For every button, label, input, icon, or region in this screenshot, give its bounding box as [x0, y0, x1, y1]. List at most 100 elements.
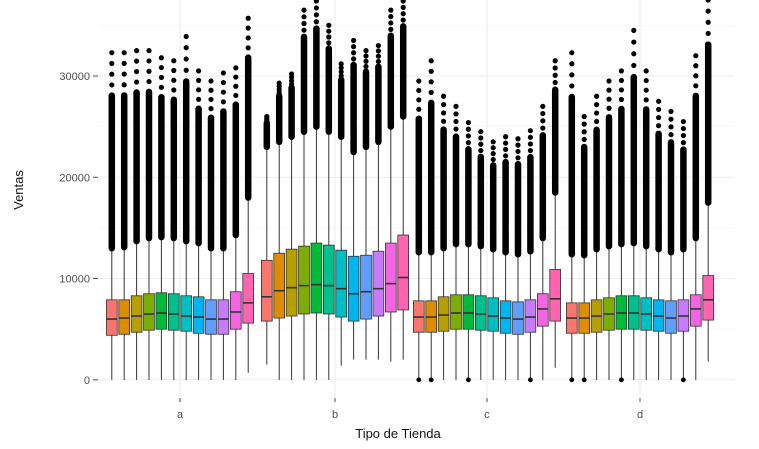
- outlier-point: [465, 119, 471, 126]
- outlier-point: [693, 73, 699, 79]
- outlier-point: [540, 110, 546, 117]
- outlier-point: [680, 140, 687, 146]
- outlier-point: [668, 139, 674, 145]
- outlier-point: [289, 71, 295, 77]
- outlier-point: [134, 48, 140, 54]
- box: [242, 273, 255, 324]
- outlier-point: [146, 78, 152, 85]
- outlier-point: [363, 58, 369, 64]
- outlier-point: [581, 129, 587, 135]
- outlier-point: [326, 28, 332, 34]
- outlier-point: [656, 131, 662, 137]
- outlier-point: [441, 127, 447, 133]
- outlier-point: [183, 45, 189, 51]
- outlier-point: [705, 0, 711, 3]
- box: [372, 250, 385, 317]
- outlier-point: [656, 106, 662, 113]
- outlier-point: [528, 377, 533, 383]
- outlier-point: [503, 153, 509, 159]
- box-group-d: [566, 0, 714, 383]
- outlier-point: [465, 126, 471, 132]
- outlier-point: [338, 69, 344, 75]
- outlier-point: [416, 78, 422, 84]
- outlier-point: [400, 17, 406, 23]
- outlier-point: [527, 134, 534, 140]
- box: [665, 300, 677, 334]
- outlier-point: [668, 124, 674, 130]
- outlier-point: [441, 93, 447, 99]
- outlier-point: [618, 96, 625, 103]
- outlier-point: [171, 97, 177, 103]
- box: [690, 294, 702, 327]
- outlier-point: [208, 96, 214, 103]
- outlier-point: [351, 56, 357, 62]
- outlier-point: [121, 71, 127, 77]
- outlier-point: [109, 93, 115, 99]
- outlier-point: [208, 115, 214, 121]
- outlier-point: [705, 19, 711, 25]
- box: [310, 242, 323, 314]
- box: [260, 259, 273, 322]
- outlier-point: [416, 377, 422, 383]
- outlier-point: [478, 141, 484, 147]
- outlier-point: [121, 50, 127, 56]
- x-tick-label: c: [484, 409, 490, 421]
- outlier-point: [313, 5, 319, 11]
- outlier-point: [264, 113, 270, 120]
- outlier-point: [313, 26, 319, 32]
- outlier-point: [643, 87, 649, 93]
- outlier-point: [146, 89, 152, 95]
- outlier-point: [606, 105, 612, 111]
- outlier-point: [313, 12, 319, 18]
- outlier-point: [569, 377, 575, 383]
- box: [180, 295, 193, 332]
- outlier-point: [552, 87, 558, 93]
- outlier-point: [594, 93, 600, 99]
- outlier-point: [453, 118, 459, 125]
- outlier-point: [121, 92, 127, 99]
- outlier-point: [351, 50, 357, 56]
- outlier-point: [121, 82, 127, 88]
- outlier-point: [552, 79, 558, 86]
- outlier-point: [208, 87, 214, 93]
- outlier-point: [400, 11, 406, 17]
- outlier-point: [552, 65, 558, 71]
- outlier-point: [276, 80, 282, 86]
- outlier-point: [301, 20, 307, 27]
- box: [450, 294, 462, 330]
- outlier-point: [594, 110, 600, 116]
- outlier-point: [453, 126, 459, 132]
- outlier-point: [245, 25, 251, 31]
- outlier-point: [363, 69, 369, 75]
- outlier-point: [693, 83, 699, 89]
- outlier-point: [233, 83, 239, 89]
- outlier-point: [416, 97, 422, 103]
- outlier-point: [338, 61, 344, 67]
- box: [285, 248, 298, 317]
- outlier-point: [351, 37, 357, 44]
- box: [474, 295, 487, 331]
- outlier-point: [606, 78, 612, 84]
- box: [437, 296, 450, 332]
- outlier-point: [428, 79, 434, 85]
- outlier-point: [428, 58, 434, 64]
- outlier-point: [109, 50, 115, 56]
- box: [130, 295, 143, 333]
- outlier-point: [478, 135, 484, 141]
- outlier-point: [171, 77, 177, 83]
- outlier-point: [631, 62, 637, 69]
- outlier-point: [606, 96, 612, 102]
- outlier-point: [428, 377, 434, 383]
- outlier-point: [594, 118, 600, 125]
- outlier-point: [668, 108, 674, 115]
- outlier-point: [594, 102, 600, 108]
- outlier-point: [363, 63, 369, 70]
- outlier-point: [540, 132, 546, 138]
- outlier-point: [134, 89, 140, 96]
- outlier-point: [527, 128, 534, 134]
- outlier-point: [490, 151, 496, 157]
- outlier-point: [453, 111, 459, 117]
- outlier-point: [581, 121, 587, 127]
- box: [205, 299, 217, 335]
- outlier-point: [158, 55, 164, 61]
